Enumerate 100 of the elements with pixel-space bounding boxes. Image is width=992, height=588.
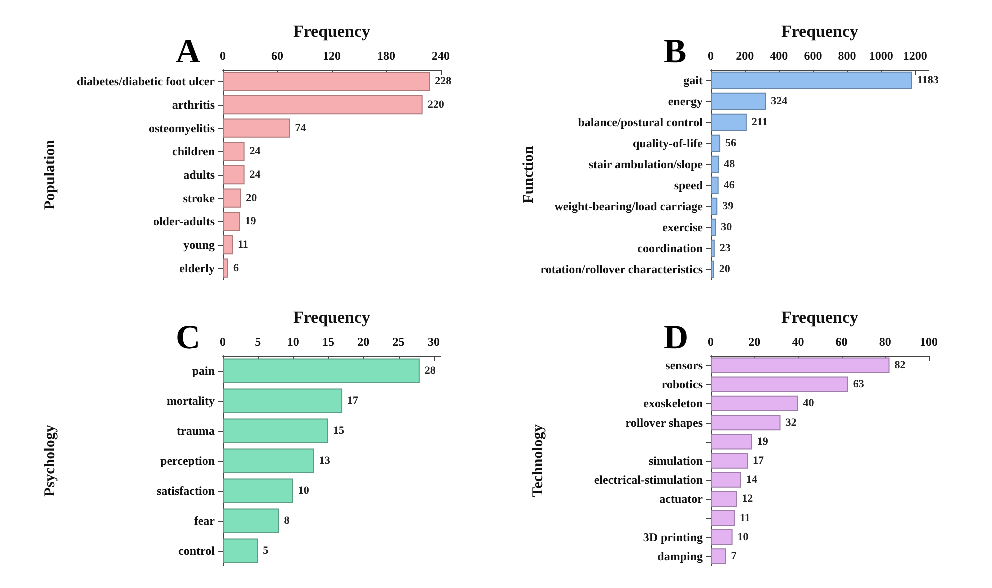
data-label: 82 <box>894 360 906 372</box>
y-tick-label: mortality <box>167 394 215 408</box>
bar <box>711 240 715 258</box>
data-label: 24 <box>250 146 262 158</box>
y-tick-label: young <box>184 238 215 252</box>
x-tick-label: 1200 <box>903 49 928 63</box>
data-label: 39 <box>722 200 734 212</box>
bar <box>711 358 890 374</box>
data-label: 48 <box>724 158 736 170</box>
x-axis-title: Frequency <box>293 22 372 41</box>
bar <box>223 448 314 474</box>
bar <box>711 260 714 278</box>
bar <box>711 134 721 152</box>
bar <box>223 418 328 444</box>
y-tick-label: balance/postural control <box>578 116 704 130</box>
bar <box>711 176 719 194</box>
x-tick-label: 0 <box>220 49 226 63</box>
y-tick-label: robotics <box>662 378 704 392</box>
data-label: 63 <box>853 378 865 391</box>
data-label: 8 <box>284 515 290 527</box>
y-tick-label: gait <box>684 74 703 88</box>
data-label: 1183 <box>917 74 940 86</box>
y-tick-label: fear <box>194 514 216 528</box>
data-label: 10 <box>738 531 750 544</box>
y-tick-label: electrical-stimulation <box>594 473 704 488</box>
y-tick-label: stroke <box>183 191 216 206</box>
chart-title: A <box>176 34 201 70</box>
data-label: 5 <box>263 545 270 557</box>
data-label: 23 <box>720 242 732 254</box>
bar <box>223 212 240 232</box>
y-tick-label: pain <box>192 364 216 378</box>
y-tick-label: osteomyelitis <box>149 121 216 136</box>
bar <box>223 165 245 185</box>
data-label: 12 <box>742 493 754 506</box>
bar <box>223 388 343 414</box>
y-tick-label: exoskeleton <box>644 396 704 411</box>
bar <box>223 188 242 208</box>
x-tick-label: 10 <box>287 335 300 349</box>
data-label: 14 <box>746 474 758 486</box>
x-tick-label: 30 <box>428 335 440 349</box>
x-tick-label: 180 <box>378 49 396 63</box>
y-tick-label: arthritis <box>172 98 216 112</box>
bar <box>223 478 294 504</box>
x-tick-label: 600 <box>804 49 822 63</box>
y-tick-label: exercise <box>662 220 704 234</box>
data-label: 15 <box>333 425 345 437</box>
data-label: 11 <box>238 239 248 251</box>
x-tick-label: 15 <box>322 335 334 349</box>
bar <box>711 72 912 90</box>
x-tick-label: 0 <box>708 49 714 63</box>
y-tick-label: rotation/rollover characteristics <box>540 262 704 276</box>
y-tick-label: simulation <box>648 454 704 468</box>
y-tick-label: perception <box>160 454 216 468</box>
y-tick-label: rollover shapes <box>626 416 704 430</box>
y-tick-label: adults <box>184 168 216 182</box>
y-axis-title: Technology <box>530 424 546 498</box>
y-tick-label: older-adults <box>153 214 216 229</box>
data-label: 46 <box>724 180 736 192</box>
bar <box>223 508 280 534</box>
bar <box>711 491 738 508</box>
y-tick-label: stair ambulation/slope <box>588 158 704 172</box>
x-tick-label: 200 <box>736 49 754 63</box>
data-label: 7 <box>731 550 738 562</box>
bar <box>711 434 752 450</box>
data-label: 40 <box>803 398 815 410</box>
y-axis-title: Population <box>42 139 58 210</box>
x-tick-label: 60 <box>272 49 284 63</box>
x-tick-label: 0 <box>220 335 226 349</box>
data-label: 19 <box>245 216 257 228</box>
data-label: 20 <box>246 192 258 204</box>
bar <box>711 396 798 412</box>
chart-title: B <box>664 34 687 70</box>
y-tick-label: quality-of-life <box>633 136 704 150</box>
x-tick-label: 0 <box>708 335 714 349</box>
data-label: 17 <box>753 455 765 467</box>
data-label: 13 <box>319 455 331 467</box>
y-tick-label: children <box>172 144 216 159</box>
chart-title: D <box>664 320 689 356</box>
bar <box>711 548 726 564</box>
bar <box>223 142 245 162</box>
y-axis-title: Psychology <box>42 424 58 497</box>
y-tick-label: sensors <box>666 358 704 373</box>
y-tick-label: damping <box>658 549 703 564</box>
bar <box>711 92 766 110</box>
bar <box>711 530 733 546</box>
x-tick-label: 20 <box>358 335 370 349</box>
data-label: 24 <box>250 169 262 181</box>
y-tick-label: actuator <box>660 492 704 506</box>
bar <box>223 358 420 384</box>
x-tick-label: 240 <box>432 49 450 63</box>
x-tick-label: 20 <box>748 335 761 349</box>
y-tick-label: energy <box>668 94 703 108</box>
data-label: 6 <box>233 262 240 274</box>
y-axis-title: Function <box>521 146 538 204</box>
bar <box>223 118 290 138</box>
bar <box>223 95 423 115</box>
bar <box>223 235 233 255</box>
x-tick-label: 800 <box>838 49 856 63</box>
data-label: 17 <box>348 395 360 407</box>
y-tick-label: elderly <box>180 261 215 276</box>
